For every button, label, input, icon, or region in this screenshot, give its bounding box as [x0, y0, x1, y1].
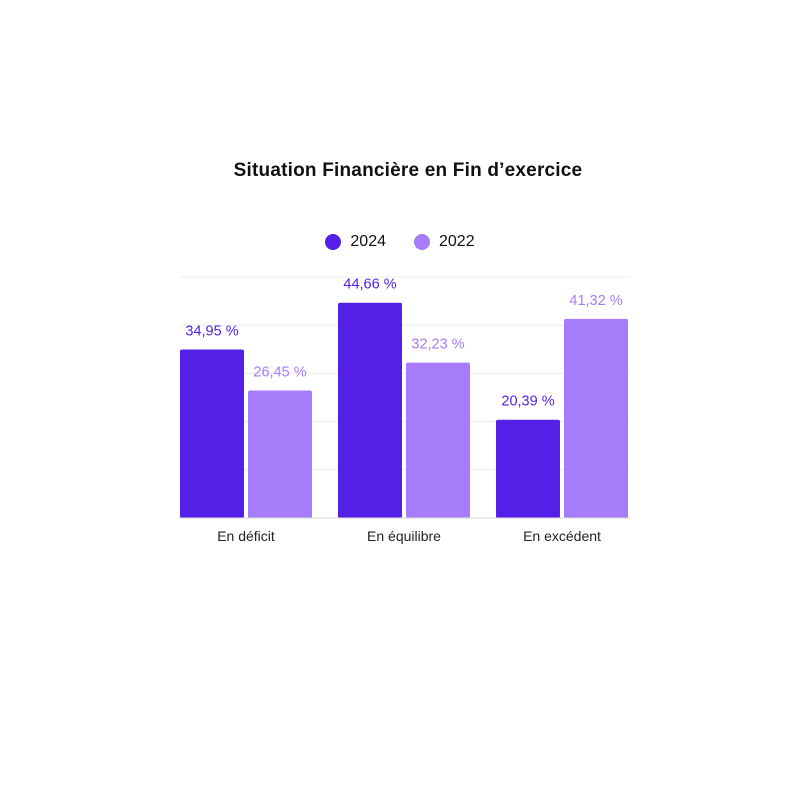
bar-1-3: [496, 419, 560, 518]
data-label: 26,45 %: [253, 365, 306, 381]
data-label: 32,23 %: [411, 337, 464, 353]
bar-2-2: [406, 362, 470, 518]
legend-label-series-2: 2022: [439, 233, 475, 250]
legend-item-series-2[interactable]: 2022: [414, 233, 475, 251]
data-label: 41,32 %: [569, 293, 622, 309]
x-tick-label: En déficit: [217, 528, 275, 544]
bar-1-2: [338, 302, 402, 518]
data-label: 34,95 %: [185, 324, 238, 340]
bar-2-3: [564, 318, 628, 518]
x-tick-label: En équilibre: [367, 528, 441, 544]
bar-1-1: [180, 349, 244, 518]
x-tick-label: En excédent: [523, 528, 601, 544]
legend-swatch-series-2: [414, 234, 430, 250]
data-label: 44,66 %: [343, 277, 396, 293]
legend-item-series-1[interactable]: 2024: [325, 233, 386, 251]
data-label: 20,39 %: [501, 394, 554, 410]
legend: 2024 2022: [0, 233, 800, 251]
chart-title: Situation Financière en Fin d’exercice: [233, 160, 583, 181]
legend-swatch-series-1: [325, 234, 342, 250]
legend-label-series-1: 2024: [350, 233, 386, 250]
bar-2-1: [248, 390, 312, 518]
